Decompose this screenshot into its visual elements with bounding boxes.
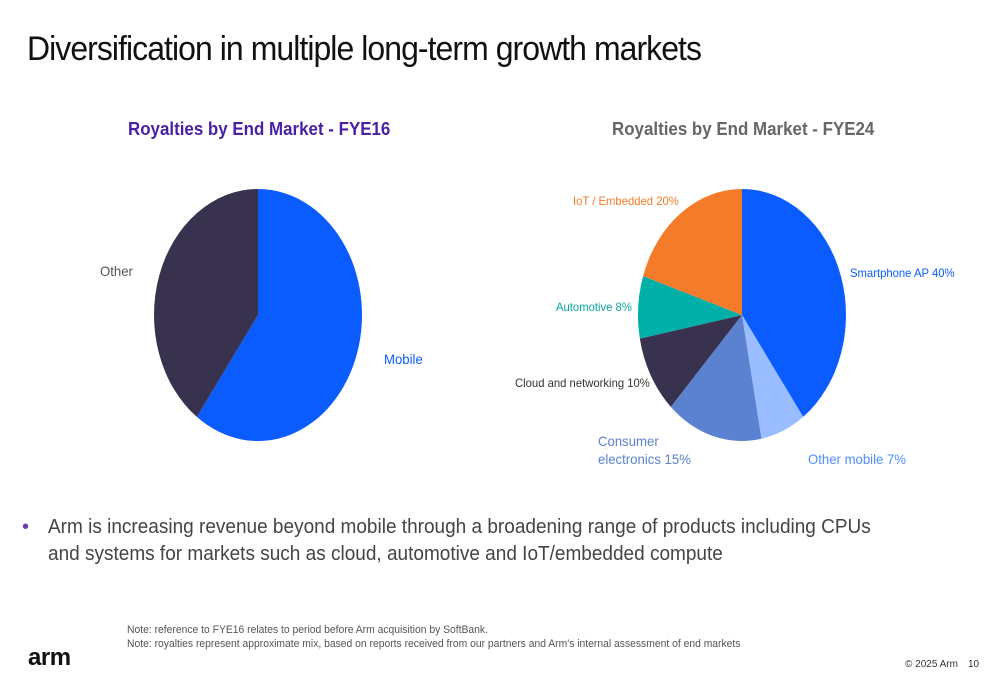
slice-label-automotive: Automotive 8% (556, 300, 632, 314)
slice-label-other: Other (100, 263, 133, 279)
footnote-2: Note: royalties represent approximate mi… (127, 638, 741, 650)
bullet-dot-icon: • (22, 516, 30, 538)
pie-slice-3 (639, 315, 742, 407)
pie-slice-0 (742, 189, 846, 417)
pie-slice-0 (196, 189, 362, 441)
chart-title-fye24: Royalties by End Market - FYE24 (612, 119, 875, 139)
slice-label-consumer-electronics: Consumer electronics 15% (598, 433, 691, 467)
slice-label-other-mobile: Other mobile 7% (808, 451, 907, 467)
slice-label-iot-embedded: IoT / Embedded 20% (573, 194, 679, 208)
chart-title-fye16: Royalties by End Market - FYE16 (128, 119, 391, 139)
pie-slice-5 (643, 189, 742, 315)
pie-slice-1 (153, 189, 258, 417)
pie-slice-1 (742, 315, 804, 439)
copyright: © 2025 Arm (905, 659, 958, 670)
pie-chart-fye24 (638, 189, 846, 441)
slice-label-mobile: Mobile (384, 351, 423, 367)
slide-title: Diversification in multiple long-term gr… (27, 30, 702, 68)
footnotes: Note: reference to FYE16 relates to peri… (127, 623, 740, 651)
slice-label-cloud-networking: Cloud and networking 10% (515, 376, 650, 390)
pie-slice-4 (638, 276, 742, 339)
slice-label-smartphone-ap: Smartphone AP 40% (850, 266, 955, 280)
footnote-1: Note: reference to FYE16 relates to peri… (127, 624, 488, 636)
pie-chart-fye16 (153, 189, 362, 441)
pie-slice-2 (670, 315, 762, 441)
arm-logo: arm (28, 644, 71, 671)
page-number: 10 (967, 659, 980, 670)
bullet-text: Arm is increasing revenue beyond mobile … (48, 516, 871, 565)
slide-footer: © 2025 Arm 10 (905, 659, 979, 670)
